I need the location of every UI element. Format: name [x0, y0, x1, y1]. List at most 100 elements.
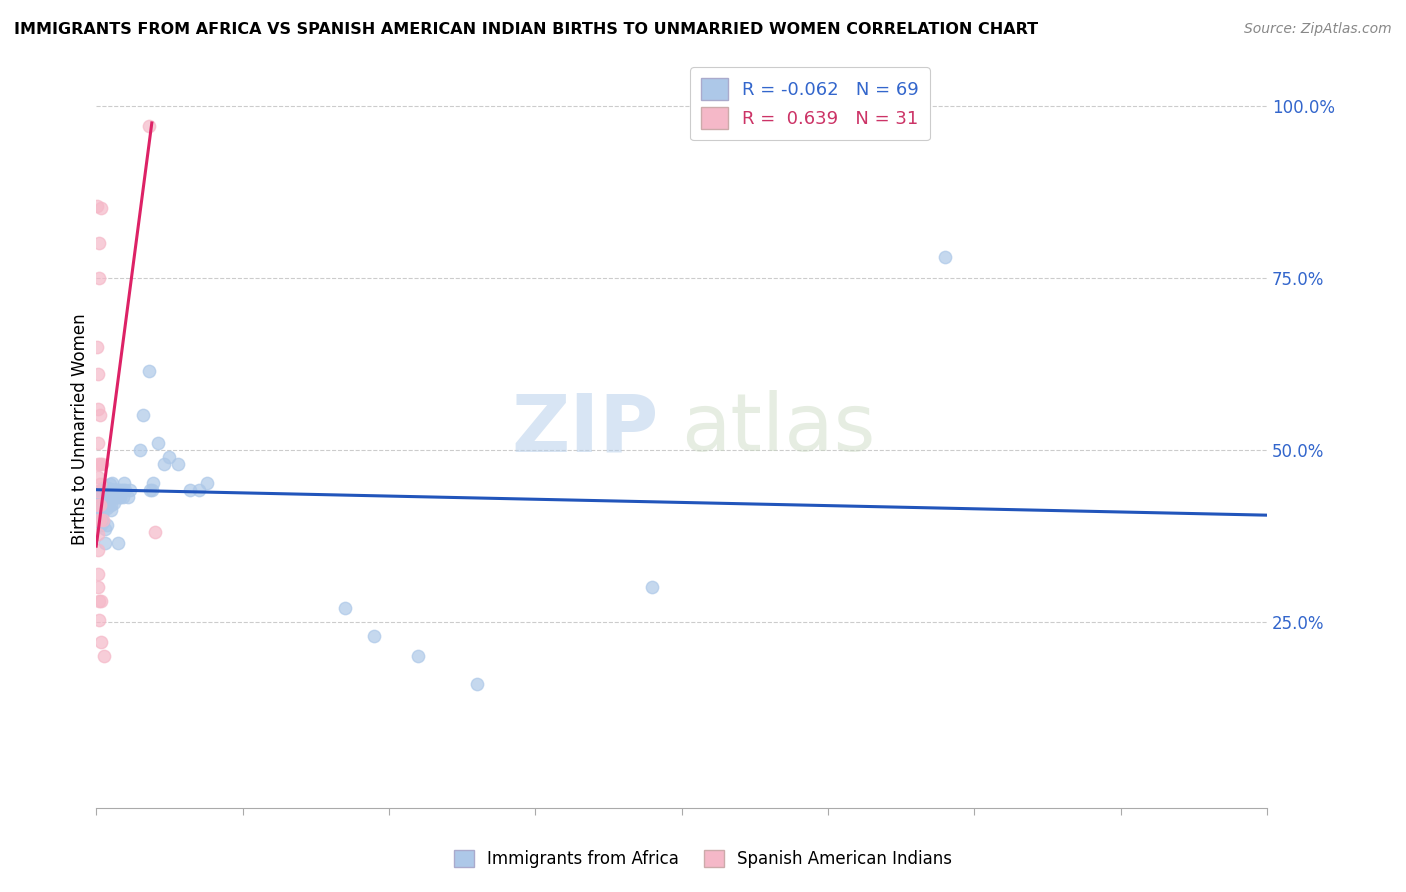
- Point: [103, 496, 125, 510]
- Point: [93, 498, 115, 512]
- Point: [94, 522, 117, 536]
- Point: [89, 457, 111, 471]
- Text: IMMIGRANTS FROM AFRICA VS SPANISH AMERICAN INDIAN BIRTHS TO UNMARRIED WOMEN CORR: IMMIGRANTS FROM AFRICA VS SPANISH AMERIC…: [14, 22, 1038, 37]
- Point: [142, 475, 165, 490]
- Point: [96, 501, 118, 516]
- Point: [112, 475, 135, 490]
- Point: [363, 629, 385, 643]
- Point: [110, 483, 132, 497]
- Point: [152, 457, 174, 471]
- Point: [87, 614, 110, 628]
- Point: [89, 270, 111, 285]
- Point: [111, 483, 134, 497]
- Point: [103, 483, 125, 497]
- Point: [87, 494, 110, 508]
- Point: [86, 401, 108, 416]
- Text: ZIP: ZIP: [510, 390, 658, 468]
- Point: [87, 566, 110, 581]
- Point: [89, 515, 111, 529]
- Point: [96, 491, 118, 505]
- Point: [179, 483, 201, 497]
- Point: [94, 481, 117, 495]
- Point: [90, 518, 112, 533]
- Point: [89, 501, 111, 516]
- Point: [934, 250, 956, 264]
- Point: [91, 487, 114, 501]
- Point: [97, 481, 120, 495]
- Point: [132, 409, 155, 423]
- Point: [108, 490, 131, 504]
- Legend: R = -0.062   N = 69, R =  0.639   N = 31: R = -0.062 N = 69, R = 0.639 N = 31: [690, 67, 931, 140]
- Point: [86, 367, 108, 381]
- Point: [90, 635, 112, 649]
- Point: [406, 649, 429, 664]
- Point: [87, 498, 110, 512]
- Point: [90, 201, 112, 215]
- Point: [465, 677, 488, 691]
- Point: [90, 484, 112, 499]
- Y-axis label: Births to Unmarried Women: Births to Unmarried Women: [72, 313, 89, 545]
- Point: [89, 409, 111, 423]
- Point: [146, 436, 169, 450]
- Point: [98, 498, 121, 512]
- Point: [98, 484, 121, 499]
- Point: [101, 483, 124, 497]
- Legend: Immigrants from Africa, Spanish American Indians: Immigrants from Africa, Spanish American…: [447, 843, 959, 875]
- Point: [107, 535, 129, 549]
- Point: [89, 236, 111, 251]
- Point: [197, 475, 219, 490]
- Point: [101, 475, 124, 490]
- Point: [105, 490, 128, 504]
- Point: [157, 450, 180, 464]
- Point: [87, 542, 110, 557]
- Point: [97, 490, 120, 504]
- Point: [93, 487, 115, 501]
- Point: [91, 513, 114, 527]
- Point: [93, 649, 115, 664]
- Point: [143, 525, 166, 540]
- Point: [87, 594, 110, 608]
- Point: [91, 515, 114, 529]
- Point: [87, 470, 110, 484]
- Point: [97, 491, 120, 505]
- Point: [141, 483, 163, 497]
- Point: [105, 483, 128, 497]
- Point: [87, 526, 110, 541]
- Point: [91, 457, 114, 471]
- Point: [108, 483, 131, 497]
- Point: [87, 581, 110, 595]
- Point: [89, 508, 111, 523]
- Point: [187, 483, 209, 497]
- Point: [129, 442, 152, 457]
- Point: [103, 490, 125, 504]
- Point: [94, 535, 117, 549]
- Point: [100, 503, 122, 517]
- Point: [104, 483, 127, 497]
- Point: [90, 594, 112, 608]
- Text: Source: ZipAtlas.com: Source: ZipAtlas.com: [1244, 22, 1392, 37]
- Point: [89, 513, 111, 527]
- Text: atlas: atlas: [682, 390, 876, 468]
- Point: [641, 581, 664, 595]
- Point: [138, 364, 160, 378]
- Point: [139, 483, 162, 497]
- Point: [91, 508, 114, 523]
- Point: [333, 601, 356, 615]
- Point: [100, 498, 122, 512]
- Point: [89, 498, 111, 512]
- Point: [86, 198, 108, 212]
- Point: [90, 501, 112, 516]
- Point: [89, 477, 111, 491]
- Point: [94, 498, 117, 512]
- Point: [87, 484, 110, 499]
- Point: [86, 436, 108, 450]
- Point: [114, 483, 136, 497]
- Point: [91, 481, 114, 495]
- Point: [108, 490, 131, 504]
- Point: [105, 490, 128, 504]
- Point: [138, 120, 160, 134]
- Point: [118, 483, 141, 497]
- Point: [96, 518, 118, 533]
- Point: [98, 477, 121, 491]
- Point: [87, 513, 110, 527]
